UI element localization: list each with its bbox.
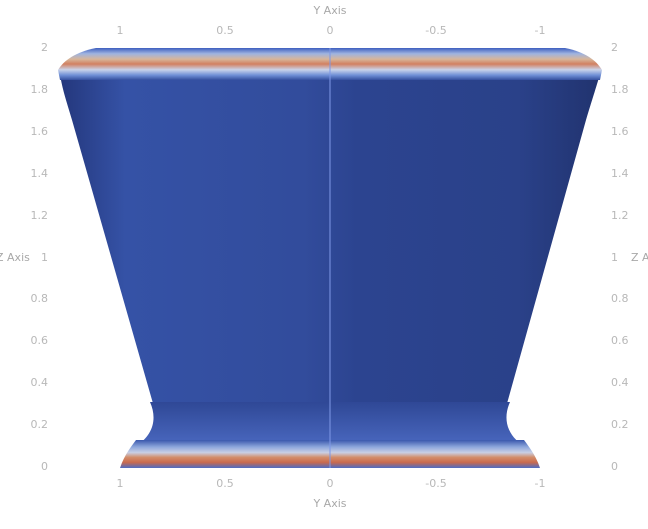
left-z-tick: 1.4 (31, 167, 49, 180)
bottom-y-tick: 0 (327, 477, 334, 490)
left-z-tick: 0.4 (31, 376, 49, 389)
right-z-tick: 2 (611, 41, 618, 54)
top-y-tick: 0 (327, 24, 334, 37)
left-z-tick: 1.8 (31, 83, 49, 96)
left-z-tick: 1 (41, 251, 48, 264)
left-z-tick: 0.2 (31, 418, 49, 431)
left-z-axis-title: Z Axis (0, 251, 30, 264)
right-z-tick: 0.2 (611, 418, 629, 431)
right-z-tick: 1.6 (611, 125, 629, 138)
bottom-y-axis: 1 0.5 0 -0.5 -1 Y Axis (117, 477, 546, 510)
bottom-y-tick: -0.5 (425, 477, 446, 490)
top-y-axis-title: Y Axis (312, 4, 346, 17)
left-z-tick: 0 (41, 460, 48, 473)
top-y-tick: -1 (535, 24, 546, 37)
right-z-tick: 0 (611, 460, 618, 473)
right-z-tick: 0.4 (611, 376, 629, 389)
surface-mesh (58, 48, 602, 468)
right-z-tick: 1.4 (611, 167, 629, 180)
right-z-tick: 1.2 (611, 209, 629, 222)
bottom-y-tick: 0.5 (216, 477, 234, 490)
right-z-tick: 1.8 (611, 83, 629, 96)
top-y-tick: 1 (117, 24, 124, 37)
bottom-y-tick: -1 (535, 477, 546, 490)
right-z-tick: 1 (611, 251, 618, 264)
top-y-tick: -0.5 (425, 24, 446, 37)
right-z-tick: 0.6 (611, 334, 629, 347)
right-z-tick: 0.8 (611, 292, 629, 305)
left-z-tick: 1.2 (31, 209, 49, 222)
bottom-y-tick: 1 (117, 477, 124, 490)
left-z-tick: 1.6 (31, 125, 49, 138)
right-z-axis-title: Z A (631, 251, 648, 264)
left-z-tick: 0.6 (31, 334, 49, 347)
bottom-y-axis-title: Y Axis (312, 497, 346, 510)
left-z-tick: 0.8 (31, 292, 49, 305)
top-y-axis: Y Axis 1 0.5 0 -0.5 -1 (117, 4, 546, 37)
top-y-tick: 0.5 (216, 24, 234, 37)
left-z-tick: 2 (41, 41, 48, 54)
left-z-axis: 2 1.8 1.6 1.4 1.2 1 0.8 0.6 0.4 0.2 0 Z … (0, 41, 48, 473)
right-z-axis: 2 1.8 1.6 1.4 1.2 1 0.8 0.6 0.4 0.2 0 Z … (611, 41, 648, 473)
